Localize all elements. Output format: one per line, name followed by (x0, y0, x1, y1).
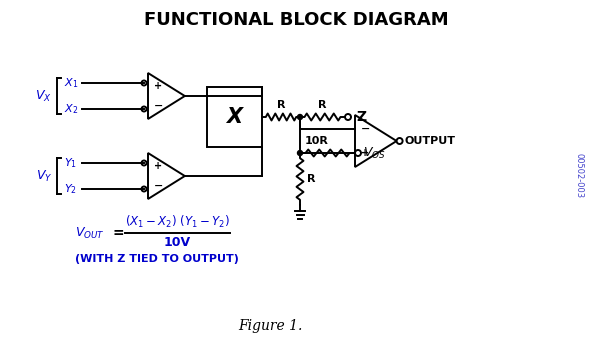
Text: 00502-003: 00502-003 (575, 153, 584, 199)
Text: $V_{OS}$: $V_{OS}$ (363, 145, 385, 160)
Circle shape (142, 80, 146, 86)
Text: Figure 1.: Figure 1. (238, 319, 302, 333)
Text: X: X (227, 107, 243, 127)
Text: R: R (307, 174, 315, 184)
Circle shape (142, 186, 146, 192)
Text: $Y_1$: $Y_1$ (64, 156, 77, 170)
Text: R: R (318, 100, 327, 110)
Text: −: − (361, 124, 371, 134)
Circle shape (142, 106, 146, 112)
Circle shape (298, 151, 302, 155)
Text: (WITH Z TIED TO OUTPUT): (WITH Z TIED TO OUTPUT) (75, 254, 239, 264)
Circle shape (142, 160, 146, 166)
Text: +: + (361, 148, 369, 158)
Circle shape (397, 138, 403, 144)
Text: FUNCTIONAL BLOCK DIAGRAM: FUNCTIONAL BLOCK DIAGRAM (144, 11, 448, 29)
Text: $V_Y$: $V_Y$ (36, 168, 52, 184)
Text: +: + (154, 161, 162, 171)
Text: R: R (277, 100, 285, 110)
Circle shape (298, 114, 302, 119)
Text: $V_{OUT}$: $V_{OUT}$ (75, 225, 105, 240)
Bar (207, 87, 262, 147)
Text: OUTPUT: OUTPUT (404, 136, 455, 146)
Text: $X_2$: $X_2$ (64, 102, 78, 116)
Circle shape (345, 114, 351, 120)
Text: +: + (154, 81, 162, 91)
Text: 10R: 10R (305, 136, 329, 146)
Text: $(X_1 - X_2)\ (Y_1 - Y_2)$: $(X_1 - X_2)\ (Y_1 - Y_2)$ (125, 214, 230, 230)
Text: =: = (113, 226, 125, 240)
Text: $V_X$: $V_X$ (36, 88, 52, 104)
Text: $Y_2$: $Y_2$ (64, 182, 77, 196)
Text: Z: Z (356, 110, 366, 124)
Text: $X_1$: $X_1$ (64, 76, 78, 90)
Text: −: − (154, 181, 164, 191)
Text: −: − (154, 101, 164, 111)
Text: 10V: 10V (164, 236, 191, 249)
Circle shape (355, 150, 361, 156)
